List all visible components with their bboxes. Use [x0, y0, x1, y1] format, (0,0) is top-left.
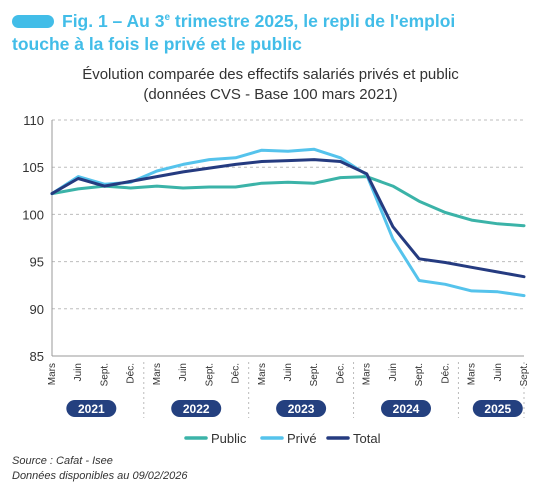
year-label: 2023	[288, 402, 315, 416]
y-tick-label: 105	[22, 160, 44, 175]
x-tick-label: Sept.	[204, 363, 215, 386]
year-badge-2025	[472, 400, 523, 417]
x-tick-label: Déc.	[126, 363, 137, 384]
title-part2: trimestre 2025, le repli de l'emploi	[170, 11, 456, 31]
x-tick-label: Mars	[467, 363, 478, 385]
year-badge-2022	[171, 400, 222, 417]
series-line-privé	[50, 147, 526, 298]
x-tick-label: Juin	[178, 363, 189, 381]
y-tick-label: 85	[30, 349, 44, 364]
x-tick-label: Mars	[362, 363, 373, 385]
chart-title: Évolution comparée des effectifs salarié…	[82, 66, 459, 83]
legend-label: Total	[353, 431, 381, 446]
x-tick-label: Déc.	[231, 363, 242, 384]
y-tick-label: 110	[23, 113, 44, 128]
x-tick-label: Sept.	[414, 363, 425, 386]
year-label: 2022	[183, 402, 210, 416]
x-tick-label: Juin	[493, 363, 504, 381]
x-tick-label: Juin	[283, 363, 294, 381]
series-line-total	[50, 158, 526, 279]
source-note: Source : Cafat - Isee Données disponible…	[12, 454, 188, 484]
source-line: Source : Cafat - Isee	[12, 455, 113, 467]
x-tick-label: Juin	[73, 363, 84, 381]
year-label: 2021	[78, 402, 105, 416]
year-label: 2024	[393, 402, 420, 416]
chart-subtitle: (données CVS - Base 100 mars 2021)	[143, 86, 398, 103]
x-tick-label: Mars	[47, 363, 58, 385]
year-badge-2021	[66, 400, 117, 417]
y-tick-label: 95	[30, 255, 44, 270]
x-tick-label: Mars	[152, 363, 163, 385]
x-tick-label: Mars	[257, 363, 268, 385]
title-line2: touche à la fois le privé et le public	[12, 34, 302, 54]
year-label: 2025	[484, 402, 511, 416]
data-date-line: Données disponibles au 09/02/2026	[12, 470, 188, 482]
title-part1: Fig. 1 – Au 3	[62, 11, 165, 31]
y-tick-label: 90	[30, 302, 44, 317]
year-badge-2024	[381, 400, 431, 417]
x-tick-label: Déc.	[440, 363, 451, 384]
x-tick-label: Sept.	[309, 363, 320, 386]
x-tick-label: Sept.	[519, 363, 530, 386]
series-line-public	[50, 175, 526, 228]
figure-title: Fig. 1 – Au 3e trimestre 2025, le repli …	[12, 10, 537, 56]
title-superscript: e	[164, 12, 170, 24]
x-tick-label: Juin	[388, 363, 399, 381]
figure-title-block: Fig. 1 – Au 3e trimestre 2025, le repli …	[12, 10, 537, 56]
legend-label: Public	[211, 431, 247, 446]
title-accent-pill	[12, 15, 54, 28]
x-tick-label: Déc.	[335, 363, 346, 384]
year-badge-2023	[276, 400, 327, 417]
legend-label: Privé	[287, 431, 317, 446]
x-tick-label: Sept.	[99, 363, 110, 386]
y-tick-label: 100	[22, 207, 44, 222]
